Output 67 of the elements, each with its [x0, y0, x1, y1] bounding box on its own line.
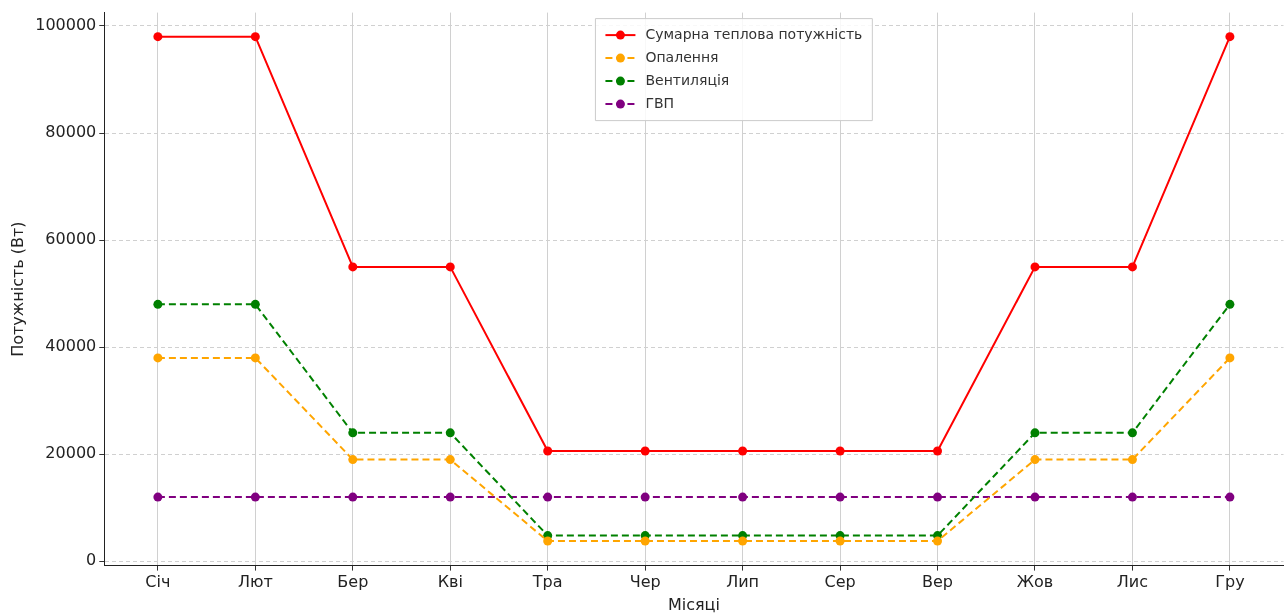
point	[250, 492, 260, 502]
point	[348, 262, 358, 272]
point	[835, 536, 845, 546]
x-tick-label: Лис	[1116, 572, 1149, 592]
point	[153, 353, 163, 363]
point	[348, 455, 358, 465]
point	[348, 492, 358, 502]
point	[153, 32, 163, 42]
point	[445, 262, 455, 272]
point	[1030, 492, 1040, 502]
y-tick-label: 100000	[35, 15, 97, 35]
point	[640, 446, 650, 456]
y-tick-label: 0	[86, 550, 97, 570]
point	[640, 536, 650, 546]
point	[348, 428, 358, 438]
y-tick-label: 40000	[45, 336, 97, 356]
point	[543, 446, 553, 456]
point	[738, 492, 748, 502]
point	[445, 492, 455, 502]
legend-label: ГВП	[645, 94, 675, 111]
x-tick-label: Вер	[922, 572, 954, 592]
x-axis-title: Місяці	[667, 594, 720, 614]
y-tick-label: 80000	[45, 122, 97, 142]
point	[250, 32, 260, 42]
point	[1127, 492, 1137, 502]
point	[933, 492, 943, 502]
x-tick-label: Чер	[629, 572, 661, 592]
point	[445, 455, 455, 465]
x-tick-label: Бер	[337, 572, 369, 592]
x-tick-label: Жов	[1016, 572, 1054, 592]
point	[1030, 262, 1040, 272]
point	[1127, 428, 1137, 438]
point	[1225, 299, 1235, 309]
legend-label: Вентиляція	[645, 71, 730, 88]
point	[1030, 428, 1040, 438]
point	[835, 492, 845, 502]
point	[153, 299, 163, 309]
x-tick-label: Тра	[531, 572, 563, 592]
point	[1030, 455, 1040, 465]
point	[543, 492, 553, 502]
x-tick-label: Лют	[237, 572, 273, 592]
y-tick-label: 60000	[45, 229, 97, 249]
point	[1225, 32, 1235, 42]
point	[1127, 455, 1137, 465]
x-tick-label: Лип	[726, 572, 760, 592]
legend-label: Опалення	[645, 48, 719, 65]
x-tick-label: Сер	[824, 572, 856, 592]
point	[835, 446, 845, 456]
x-tick-label: Січ	[145, 572, 171, 592]
point	[1225, 492, 1235, 502]
x-tick-label: Гру	[1215, 572, 1245, 592]
point	[543, 536, 553, 546]
x-tick-label: Кві	[437, 572, 463, 592]
point	[933, 446, 943, 456]
point	[640, 492, 650, 502]
y-tick-label: 20000	[45, 443, 97, 463]
point	[738, 446, 748, 456]
point	[738, 536, 748, 546]
point	[153, 492, 163, 502]
point	[445, 428, 455, 438]
point	[250, 353, 260, 363]
point	[1127, 262, 1137, 272]
point	[933, 536, 943, 546]
point	[1225, 353, 1235, 363]
y-axis-title: Потужність (Вт)	[7, 221, 27, 357]
legend-label: Сумарна теплова потужність	[645, 25, 863, 42]
point	[250, 299, 260, 309]
